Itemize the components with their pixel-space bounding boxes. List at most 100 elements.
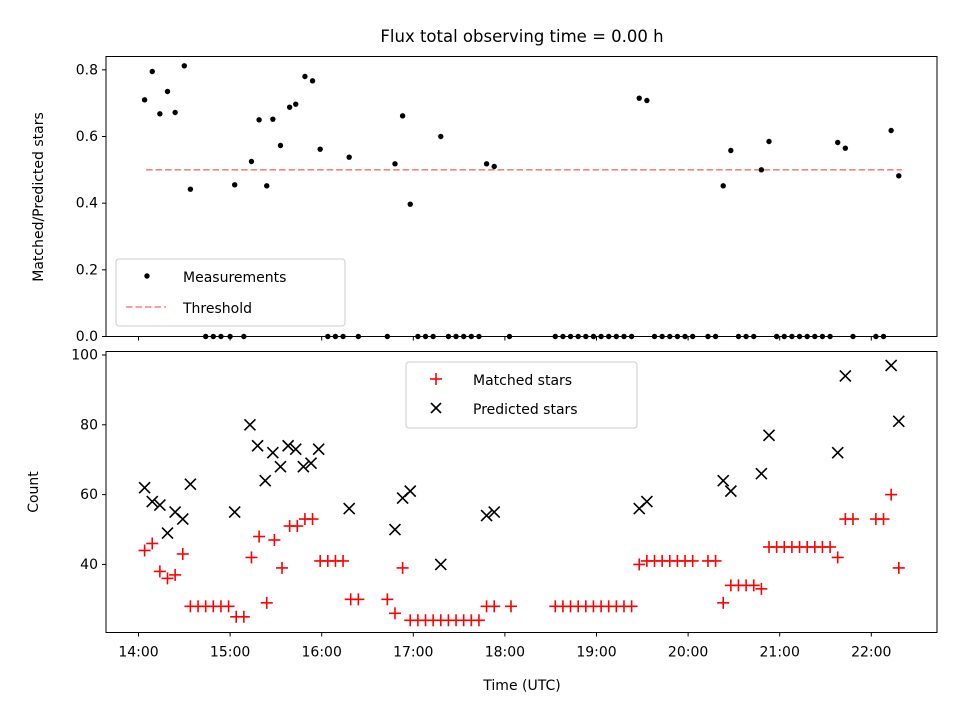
measurement-point xyxy=(850,333,856,340)
measurement-point xyxy=(270,116,276,122)
top-y-axis-label: Matched/Predicted stars xyxy=(31,112,47,282)
x-stroke xyxy=(184,478,197,491)
y-tick-label: 60 xyxy=(80,487,98,503)
predicted-star-marker xyxy=(297,460,310,473)
y-tick-label: 100 xyxy=(71,347,98,363)
legend-label-measurements: Measurements xyxy=(183,270,286,286)
measurement-point xyxy=(590,333,597,340)
measurement-point xyxy=(560,333,566,340)
top-panel: 0.00.20.40.60.8 Matched/Predicted stars … xyxy=(31,56,938,345)
matched-star-marker xyxy=(253,530,266,543)
measurement-point xyxy=(644,97,650,104)
x-stroke xyxy=(304,457,318,470)
measurement-point xyxy=(407,201,413,207)
measurement-point xyxy=(606,333,612,340)
predicted-star-marker xyxy=(762,429,776,442)
measurement-point xyxy=(835,139,841,146)
measurement-point xyxy=(873,333,879,340)
measurement-point xyxy=(552,333,558,340)
measurement-point xyxy=(781,333,787,340)
measurement-point xyxy=(789,333,795,340)
x-tick-label: 18:00 xyxy=(485,645,525,661)
predicted-star-marker xyxy=(831,446,844,459)
matched-star-marker xyxy=(396,561,409,574)
x-tick-label: 16:00 xyxy=(302,645,342,661)
measurement-point xyxy=(293,101,299,107)
x-stroke xyxy=(169,506,182,519)
matched-star-marker xyxy=(625,600,638,613)
matched-star-marker xyxy=(245,551,258,564)
top-plot-frame xyxy=(105,56,938,337)
x-stroke xyxy=(176,512,189,526)
x-stroke xyxy=(434,558,447,571)
matched-star-marker xyxy=(146,537,159,550)
bottom-legend-box xyxy=(405,361,638,429)
predicted-stars-points xyxy=(138,359,905,571)
x-tick-label: 20:00 xyxy=(668,645,708,661)
measurement-point xyxy=(728,147,734,154)
x-stroke xyxy=(892,415,905,428)
predicted-star-marker xyxy=(717,474,730,487)
x-stroke xyxy=(228,506,241,519)
measurement-point xyxy=(819,333,826,340)
matched-star-marker xyxy=(176,547,189,560)
y-tick-label: 40 xyxy=(80,557,98,573)
measurement-point xyxy=(575,333,581,340)
measurement-point xyxy=(796,333,803,340)
measurement-point xyxy=(302,73,308,80)
predicted-star-marker xyxy=(259,474,272,487)
measurement-point xyxy=(399,113,406,119)
bottom-y-axis-label: Count xyxy=(26,471,42,513)
x-stroke xyxy=(297,460,310,473)
x-stroke xyxy=(312,443,325,456)
bottom-legend: Matched stars Predicted stars xyxy=(405,361,638,429)
predicted-star-marker xyxy=(839,369,852,383)
measurement-point xyxy=(157,111,163,117)
x-stroke xyxy=(274,460,287,473)
measurement-point xyxy=(309,78,316,84)
matched-star-marker xyxy=(686,554,699,567)
measurement-point xyxy=(705,333,711,340)
measurement-point xyxy=(141,97,148,103)
measurement-point xyxy=(880,333,887,340)
measurement-point xyxy=(720,183,726,189)
legend-label-predicted-stars: Predicted stars xyxy=(473,402,578,418)
legend-label-matched-stars: Matched stars xyxy=(473,373,572,389)
x-stroke xyxy=(717,474,730,487)
predicted-star-marker xyxy=(724,485,737,498)
x-stroke xyxy=(724,485,737,498)
measurement-point xyxy=(210,333,217,340)
matched-star-marker xyxy=(161,572,174,585)
measurement-point xyxy=(392,161,398,167)
x-tick-label: 21:00 xyxy=(760,645,800,661)
matched-star-marker xyxy=(260,596,273,609)
measurement-point xyxy=(689,333,696,340)
measurement-point xyxy=(445,333,452,340)
measurement-point xyxy=(483,161,490,167)
matched-star-marker xyxy=(306,513,319,526)
measurement-point xyxy=(659,333,665,340)
matched-star-marker xyxy=(747,579,760,592)
chart-title: Flux total observing time = 0.00 h xyxy=(380,27,663,46)
predicted-star-marker xyxy=(304,457,318,470)
predicted-star-marker xyxy=(274,460,287,473)
x-stroke xyxy=(488,506,501,519)
x-stroke xyxy=(251,439,264,452)
measurement-point xyxy=(773,333,780,340)
matched-star-marker xyxy=(885,488,898,501)
x-stroke xyxy=(404,485,417,498)
x-stroke xyxy=(243,418,257,431)
measurement-point xyxy=(264,183,270,189)
y-tick-label: 0.2 xyxy=(76,262,98,278)
y-tick-label: 0.8 xyxy=(76,62,98,78)
x-stroke xyxy=(343,502,356,515)
measurement-point xyxy=(149,68,155,75)
x-stroke xyxy=(831,446,844,459)
legend-label-threshold: Threshold xyxy=(182,301,252,317)
bottom-y-axis: 40 60 80 100 xyxy=(71,347,106,573)
matched-star-marker xyxy=(472,614,485,627)
x-stroke xyxy=(640,495,653,508)
top-y-axis: 0.0 0.2 0.4 0.6 0.8 xyxy=(76,62,106,345)
matched-star-marker xyxy=(877,513,890,526)
